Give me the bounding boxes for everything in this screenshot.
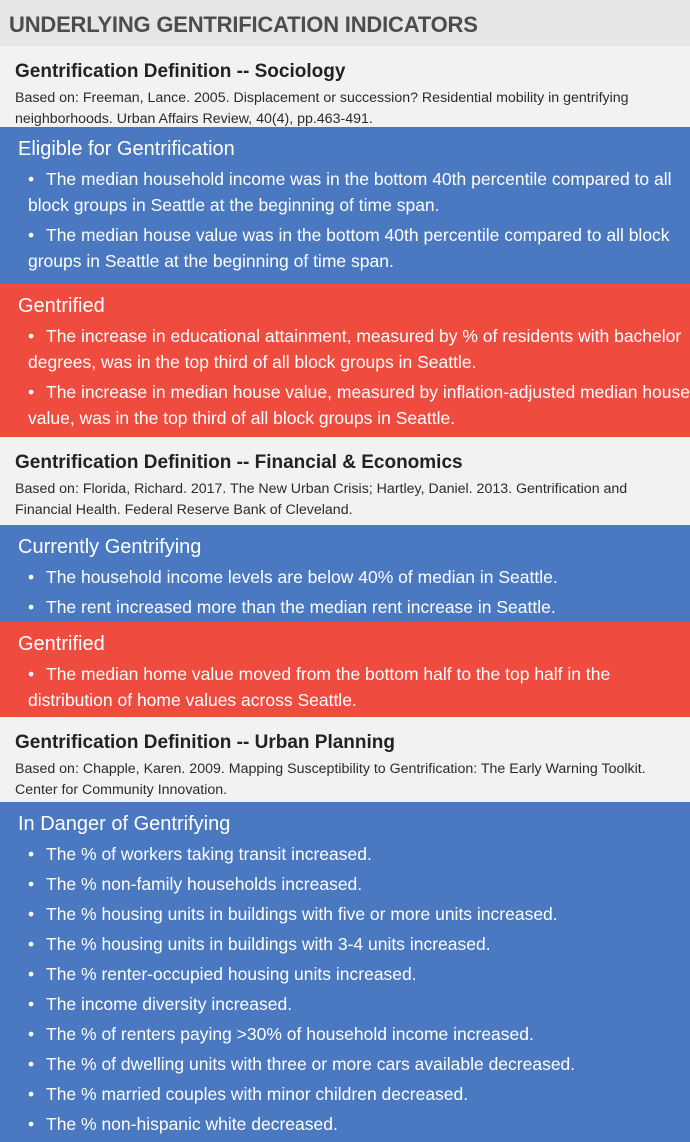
definition-header-financial-economics: Gentrification Definition -- Financial &… xyxy=(0,437,690,525)
list-item: • The median house value was in the botto… xyxy=(18,222,690,274)
list-item: • The increase in educational attainment,… xyxy=(18,323,690,375)
list-item: • The % housing units in buildings with f… xyxy=(18,901,690,927)
bullet-icon: • xyxy=(28,326,35,346)
criterion-text: The % housing units in buildings with 3-… xyxy=(46,934,491,954)
criterion-text: The increase in educational attainment, … xyxy=(28,326,682,372)
bullet-icon: • xyxy=(28,844,35,864)
bullet-icon: • xyxy=(28,904,35,924)
criteria-list: • The median household income was in the … xyxy=(18,166,690,274)
definition-source: Based on: Chapple, Karen. 2009. Mapping … xyxy=(15,761,646,798)
list-item: • The % non-family households increased. xyxy=(18,871,690,897)
criteria-list: • The household income levels are below 4… xyxy=(18,564,690,620)
list-item: • The median household income was in the … xyxy=(18,166,690,218)
criterion-text: The median house value was in the bottom… xyxy=(28,225,670,271)
bullet-icon: • xyxy=(28,1024,35,1044)
list-item: • The household income levels are below 4… xyxy=(18,564,690,590)
definition-header-urban-planning: Gentrification Definition -- Urban Plann… xyxy=(0,717,690,802)
bullet-icon: • xyxy=(28,169,35,189)
panel-eligible-for-gentrification: Eligible for Gentrification • The median … xyxy=(0,127,690,284)
criterion-text: The % housing units in buildings with fi… xyxy=(46,904,558,924)
panel-title: Eligible for Gentrification xyxy=(18,138,235,160)
definition-header-sociology: Gentrification Definition -- Sociology B… xyxy=(0,46,690,127)
definition-source: Based on: Freeman, Lance. 2005. Displace… xyxy=(15,90,629,127)
bullet-icon: • xyxy=(28,382,35,402)
criterion-text: The % of workers taking transit increase… xyxy=(46,844,372,864)
bullet-icon: • xyxy=(28,597,35,617)
list-item: • The % non-hispanic white decreased. xyxy=(18,1111,690,1137)
criteria-list: • The % of workers taking transit increas… xyxy=(18,841,690,1137)
list-item: • The % of workers taking transit increas… xyxy=(18,841,690,867)
list-item: • The % married couples with minor childr… xyxy=(18,1081,690,1107)
bullet-icon: • xyxy=(28,664,35,684)
panel-title: Gentrified xyxy=(18,295,105,317)
criterion-text: The % non-hispanic white decreased. xyxy=(46,1114,338,1134)
criterion-text: The median household income was in the b… xyxy=(28,169,672,215)
definition-source: Based on: Florida, Richard. 2017. The Ne… xyxy=(15,481,628,518)
panel-title: In Danger of Gentrifying xyxy=(18,813,231,835)
bullet-icon: • xyxy=(28,225,35,245)
bullet-icon: • xyxy=(28,567,35,587)
page-title: UNDERLYING GENTRIFICATION INDICATORS xyxy=(0,0,690,46)
list-item: • The income diversity increased. xyxy=(18,991,690,1017)
bullet-icon: • xyxy=(28,1054,35,1074)
criteria-list: • The increase in educational attainment,… xyxy=(18,323,690,431)
bullet-icon: • xyxy=(28,964,35,984)
criterion-text: The % renter-occupied housing units incr… xyxy=(46,964,417,984)
list-item: • The rent increased more than the median… xyxy=(18,594,690,620)
criterion-text: The % of dwelling units with three or mo… xyxy=(46,1054,576,1074)
panel-currently-gentrifying: Currently Gentrifying • The household inc… xyxy=(0,525,690,622)
definition-title: Gentrification Definition -- Financial &… xyxy=(15,452,463,473)
bullet-icon: • xyxy=(28,874,35,894)
criterion-text: The % married couples with minor childre… xyxy=(46,1084,469,1104)
list-item: • The % of dwelling units with three or m… xyxy=(18,1051,690,1077)
panel-gentrified-sociology: Gentrified • The increase in educational … xyxy=(0,284,690,437)
panel-in-danger-of-gentrifying: In Danger of Gentrifying • The % of worke… xyxy=(0,802,690,1142)
criterion-text: The increase in median house value, meas… xyxy=(28,382,690,428)
criterion-text: The median home value moved from the bot… xyxy=(28,664,611,710)
definition-title: Gentrification Definition -- Sociology xyxy=(15,61,346,82)
bullet-icon: • xyxy=(28,1114,35,1134)
criterion-text: The % non-family households increased. xyxy=(46,874,363,894)
criterion-text: The income diversity increased. xyxy=(46,994,293,1014)
bullet-icon: • xyxy=(28,934,35,954)
panel-title: Currently Gentrifying xyxy=(18,536,202,558)
list-item: • The % housing units in buildings with 3… xyxy=(18,931,690,957)
bullet-icon: • xyxy=(28,994,35,1014)
criterion-text: The rent increased more than the median … xyxy=(46,597,556,617)
criterion-text: The % of renters paying >30% of househol… xyxy=(46,1024,534,1044)
panel-title: Gentrified xyxy=(18,633,105,655)
criteria-list: • The median home value moved from the bo… xyxy=(18,661,690,713)
list-item: • The median home value moved from the bo… xyxy=(18,661,690,713)
bullet-icon: • xyxy=(28,1084,35,1104)
criterion-text: The household income levels are below 40… xyxy=(46,567,558,587)
list-item: • The % renter-occupied housing units inc… xyxy=(18,961,690,987)
panel-gentrified-financial: Gentrified • The median home value moved … xyxy=(0,622,690,717)
list-item: • The increase in median house value, mea… xyxy=(18,379,690,431)
list-item: • The % of renters paying >30% of househo… xyxy=(18,1021,690,1047)
definition-title: Gentrification Definition -- Urban Plann… xyxy=(15,732,395,753)
